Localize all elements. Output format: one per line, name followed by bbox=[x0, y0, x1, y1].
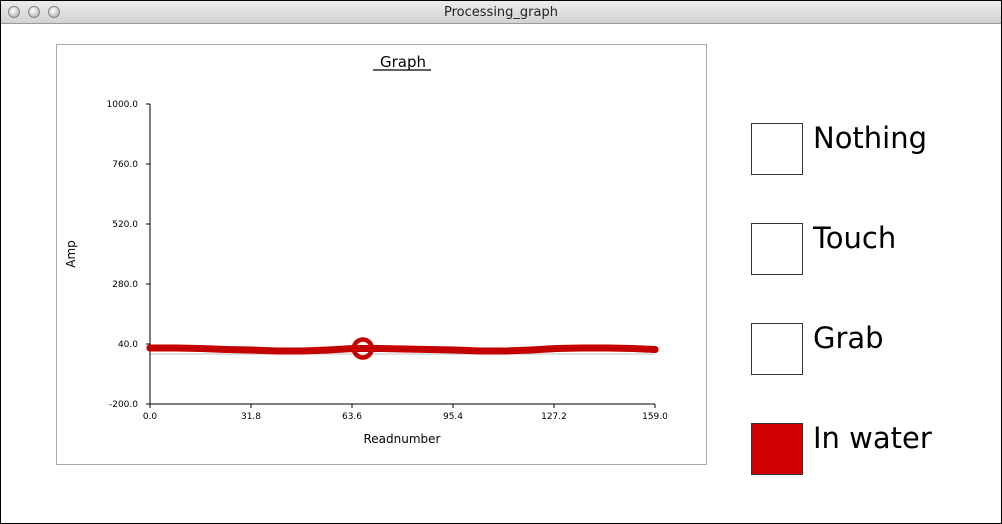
state-label: Touch bbox=[813, 221, 897, 255]
x-tick-label: 159.0 bbox=[642, 412, 668, 422]
state-label: Nothing bbox=[813, 121, 928, 155]
state-label: In water bbox=[813, 421, 932, 455]
close-window-icon[interactable] bbox=[8, 6, 20, 18]
amp-data-point bbox=[476, 347, 484, 355]
y-axis-label: Amp bbox=[64, 240, 78, 268]
title-bar[interactable]: Processing_graph bbox=[1, 1, 1001, 24]
x-tick-label: 0.0 bbox=[143, 412, 158, 422]
window-title: Processing_graph bbox=[444, 5, 558, 20]
state-indicator-box bbox=[751, 423, 803, 475]
amp-data-point bbox=[222, 346, 230, 353]
y-tick-label: 280.0 bbox=[112, 280, 138, 290]
amp-data-point bbox=[298, 347, 306, 355]
graph-panel: Graph -200.0 40.0 280.0 520.0 760.0 1000.0 0.0 3… bbox=[56, 44, 707, 465]
y-tick-label: -200.0 bbox=[109, 400, 138, 410]
state-indicator-box bbox=[751, 223, 803, 275]
current-reading-marker bbox=[351, 337, 375, 360]
state-indicator-box bbox=[751, 123, 803, 175]
amp-data-point bbox=[425, 346, 433, 353]
amp-data-point bbox=[578, 344, 586, 352]
state-indicator-box bbox=[751, 323, 803, 375]
y-tick-label: 1000.0 bbox=[107, 100, 139, 110]
amp-data-point bbox=[502, 347, 510, 355]
y-tick-label: 760.0 bbox=[112, 160, 138, 170]
amp-data-point bbox=[197, 345, 205, 352]
amp-data-point bbox=[629, 345, 637, 352]
amp-data-point bbox=[273, 347, 281, 355]
x-tick-label: 95.4 bbox=[443, 412, 463, 422]
y-tick-label: 40.0 bbox=[118, 340, 138, 350]
x-tick-label: 63.6 bbox=[342, 412, 362, 422]
y-tick-label: 520.0 bbox=[112, 220, 138, 230]
amp-data-point bbox=[324, 346, 332, 354]
x-tick-label: 31.8 bbox=[241, 412, 261, 422]
amp-data-point bbox=[248, 346, 256, 354]
amp-data-point bbox=[527, 346, 535, 354]
amp-data-point bbox=[375, 345, 383, 352]
amp-data-point bbox=[451, 346, 459, 354]
amp-data-point bbox=[400, 345, 408, 353]
minimize-window-icon[interactable] bbox=[28, 6, 40, 18]
amp-data-point bbox=[651, 346, 659, 353]
x-tick-label: 127.2 bbox=[541, 412, 567, 422]
amp-data-point bbox=[171, 344, 179, 352]
zoom-window-icon[interactable] bbox=[48, 6, 60, 18]
amp-chart: Graph -200.0 40.0 280.0 520.0 760.0 1000.0 0.0 3… bbox=[64, 53, 668, 446]
state-label: Grab bbox=[813, 321, 884, 355]
x-axis-label: Readnumber bbox=[364, 432, 441, 446]
amp-data-point bbox=[553, 345, 561, 352]
chart-title: Graph bbox=[380, 53, 426, 71]
amp-data-point bbox=[146, 344, 154, 352]
amp-data-point bbox=[603, 344, 611, 352]
